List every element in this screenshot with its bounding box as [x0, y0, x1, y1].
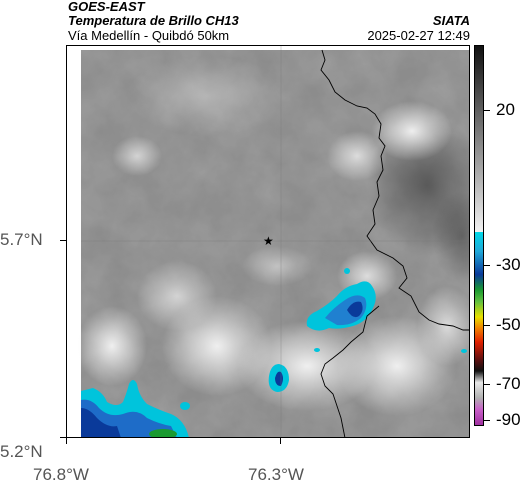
- department-border: [320, 305, 380, 437]
- lat-tick-upper: [60, 240, 66, 241]
- cbar-label-m30: -30: [496, 255, 521, 274]
- lat-label-lower: 5.2°N: [0, 442, 43, 461]
- cbar-tick-m90: [484, 420, 490, 421]
- product-name: Temperatura de Brillo CH13: [68, 13, 239, 28]
- cbar-tick-20: [484, 110, 490, 111]
- cbar-tick-m30: [484, 265, 490, 266]
- cbar-label-m90: -90: [496, 410, 521, 429]
- cbar-label-20: 20: [496, 100, 515, 119]
- title-block: GOES-EAST Temperatura de Brillo CH13 Vía…: [68, 0, 328, 43]
- star-icon: ★: [263, 234, 274, 248]
- cbar-tick-m50: [484, 325, 490, 326]
- satellite-map[interactable]: ★: [66, 45, 470, 438]
- lat-tick-lower: [60, 437, 66, 438]
- lon-label-right: 76.3°W: [248, 465, 304, 484]
- source-block: SIATA 2025-02-27 12:49: [270, 13, 470, 43]
- lon-tick-right: [280, 438, 281, 444]
- source-name: SIATA: [432, 13, 470, 28]
- cbar-tick-m70: [484, 384, 490, 385]
- route-name: Vía Medellín - Quibdó 50km: [68, 28, 230, 43]
- lat-label-upper: 5.7°N: [0, 230, 43, 249]
- cold-cloud-cells: [81, 268, 467, 437]
- cbar-label-m70: -70: [496, 374, 521, 393]
- cbar-label-m50: -50: [496, 315, 521, 334]
- lon-tick-left: [66, 438, 67, 444]
- colorbar-gradient: [475, 46, 483, 425]
- map-canvas: ★: [67, 46, 469, 437]
- timestamp: 2025-02-27 12:49: [367, 28, 470, 43]
- satellite-name: GOES-EAST: [68, 0, 145, 14]
- colorbar: [474, 45, 484, 426]
- lon-label-left: 76.8°W: [33, 465, 89, 484]
- country-border: [320, 49, 469, 331]
